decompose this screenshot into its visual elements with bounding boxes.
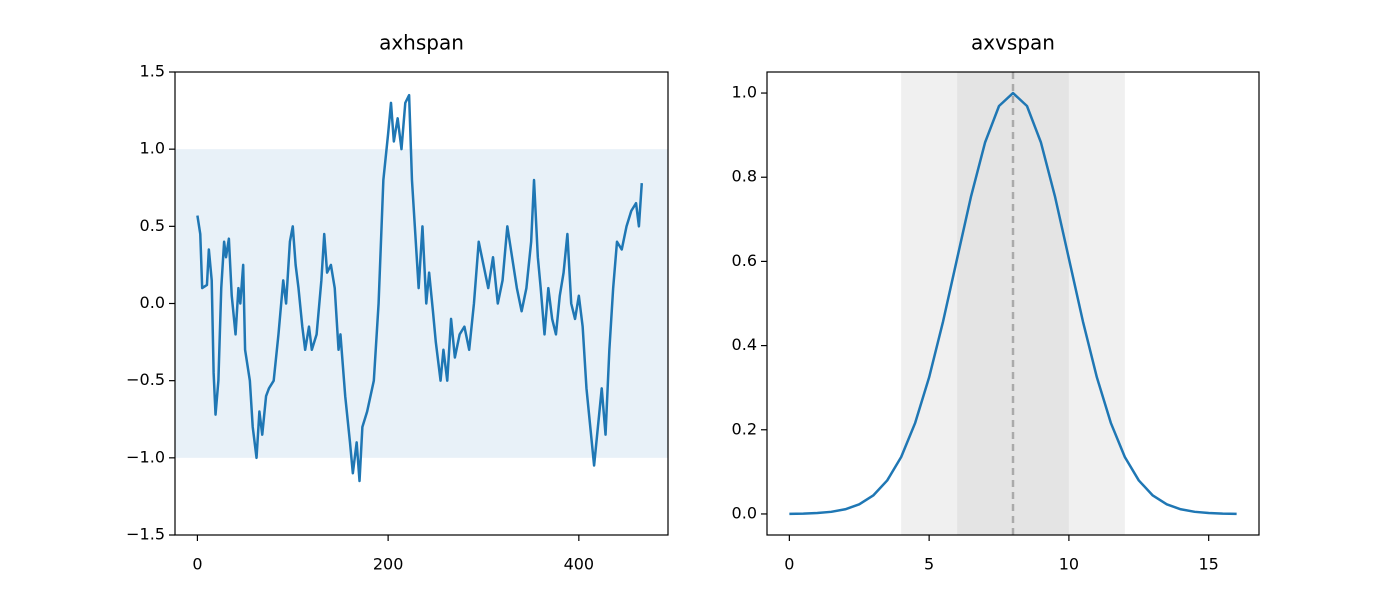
y-tick-label: −1.0: [126, 447, 165, 466]
y-tick-label: 0.6: [732, 251, 757, 270]
data-line: [196, 93, 644, 483]
x-tick-label: 200: [373, 555, 404, 574]
chart-title: axhspan: [379, 31, 464, 55]
x-tick-label: 5: [924, 555, 934, 574]
y-tick-label: 1.0: [732, 83, 757, 102]
y-tick-label: −1.5: [126, 525, 165, 544]
y-tick-label: 0.4: [732, 335, 757, 354]
y-tick-label: 0.0: [732, 503, 757, 522]
y-tick-label: 1.0: [140, 139, 165, 158]
x-tick-label: 400: [564, 555, 595, 574]
data-line: [789, 91, 1237, 516]
x-tick-label: 10: [1059, 555, 1079, 574]
axes-frame: [766, 71, 1260, 536]
y-tick-label: 0.0: [140, 293, 165, 312]
x-tick-label: 0: [192, 555, 202, 574]
y-tick-label: −0.5: [126, 370, 165, 389]
hspan: [175, 149, 668, 458]
x-tick-label: 15: [1199, 555, 1219, 574]
y-tick-label: 0.2: [732, 419, 757, 438]
y-tick-label: 0.5: [140, 216, 165, 235]
y-tick-label: 0.8: [732, 167, 757, 186]
y-tick-label: 1.5: [140, 62, 165, 81]
x-tick-label: 0: [784, 555, 794, 574]
chart-title: axvspan: [971, 31, 1055, 55]
